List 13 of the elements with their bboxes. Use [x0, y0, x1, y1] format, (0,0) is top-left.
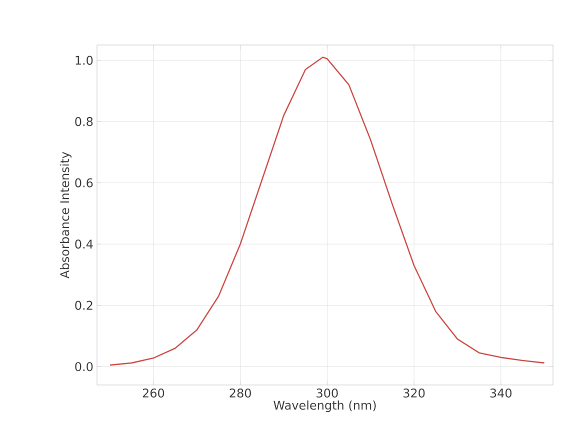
y-tick-label: 0.8	[75, 117, 93, 126]
y-axis-title: Absorbance Intensity	[60, 152, 72, 278]
x-tick-label: 280	[230, 388, 251, 398]
y-tick-label: 0.0	[75, 362, 93, 372]
y-tick-label: 0.2	[75, 300, 92, 310]
x-tick-label: 260	[142, 388, 164, 398]
x-tick-label: 320	[403, 388, 425, 398]
x-tick-label: 300	[316, 388, 338, 398]
y-tick-label: 0.6	[75, 178, 93, 188]
x-axis-title: Wavelength (nm)	[274, 400, 376, 412]
y-tick-label: 0.4	[75, 240, 93, 249]
x-tick-label: 340	[490, 388, 512, 398]
y-tick-label: 1.0	[76, 56, 93, 65]
